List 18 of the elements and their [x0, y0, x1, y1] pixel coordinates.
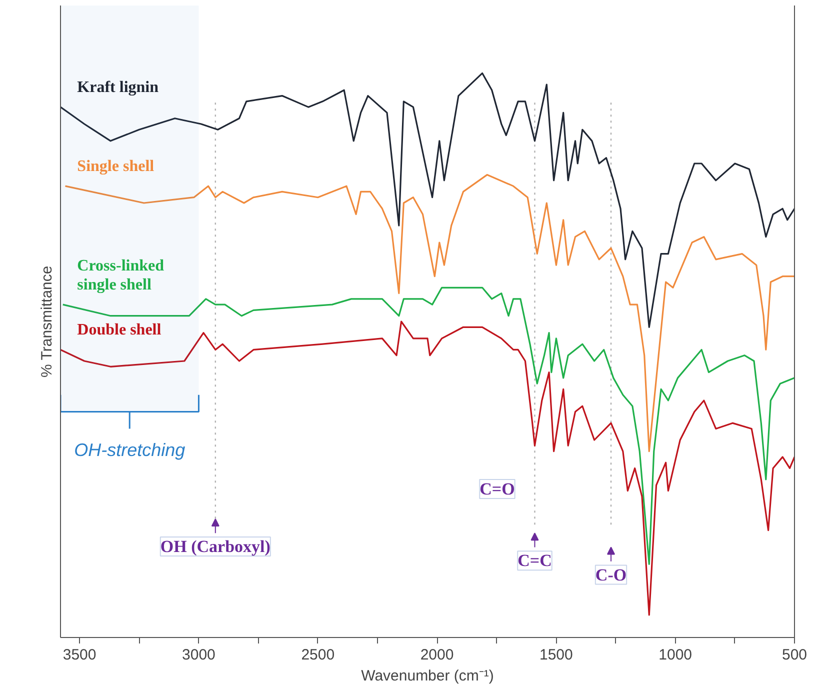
series-label: Kraft lignin [77, 78, 159, 96]
series-label: Cross-linked single shell [77, 258, 164, 294]
x-tick-label: 2500 [301, 646, 335, 664]
x-tick-label: 500 [782, 646, 808, 664]
x-tick-label: 3000 [182, 646, 216, 664]
series-label: Single shell [77, 158, 155, 175]
x-tick-label: 3500 [62, 646, 96, 664]
y-axis-title: % Transmittance [38, 266, 56, 378]
x-tick-label: 1000 [658, 646, 692, 664]
ref-line-label: C=C [518, 551, 552, 570]
ref-line-label: C-O [595, 565, 627, 584]
x-axis-title: Wavenumber (cm⁻¹) [361, 668, 494, 684]
x-tick-label: 1500 [540, 646, 573, 664]
series-label: Double shell [77, 321, 162, 338]
ref-line-label: OH (Carboxyl) [160, 537, 270, 556]
legend-label: OH-stretching [74, 440, 186, 460]
x-tick-label: 2000 [420, 646, 454, 664]
annotation: C=O [480, 480, 515, 498]
